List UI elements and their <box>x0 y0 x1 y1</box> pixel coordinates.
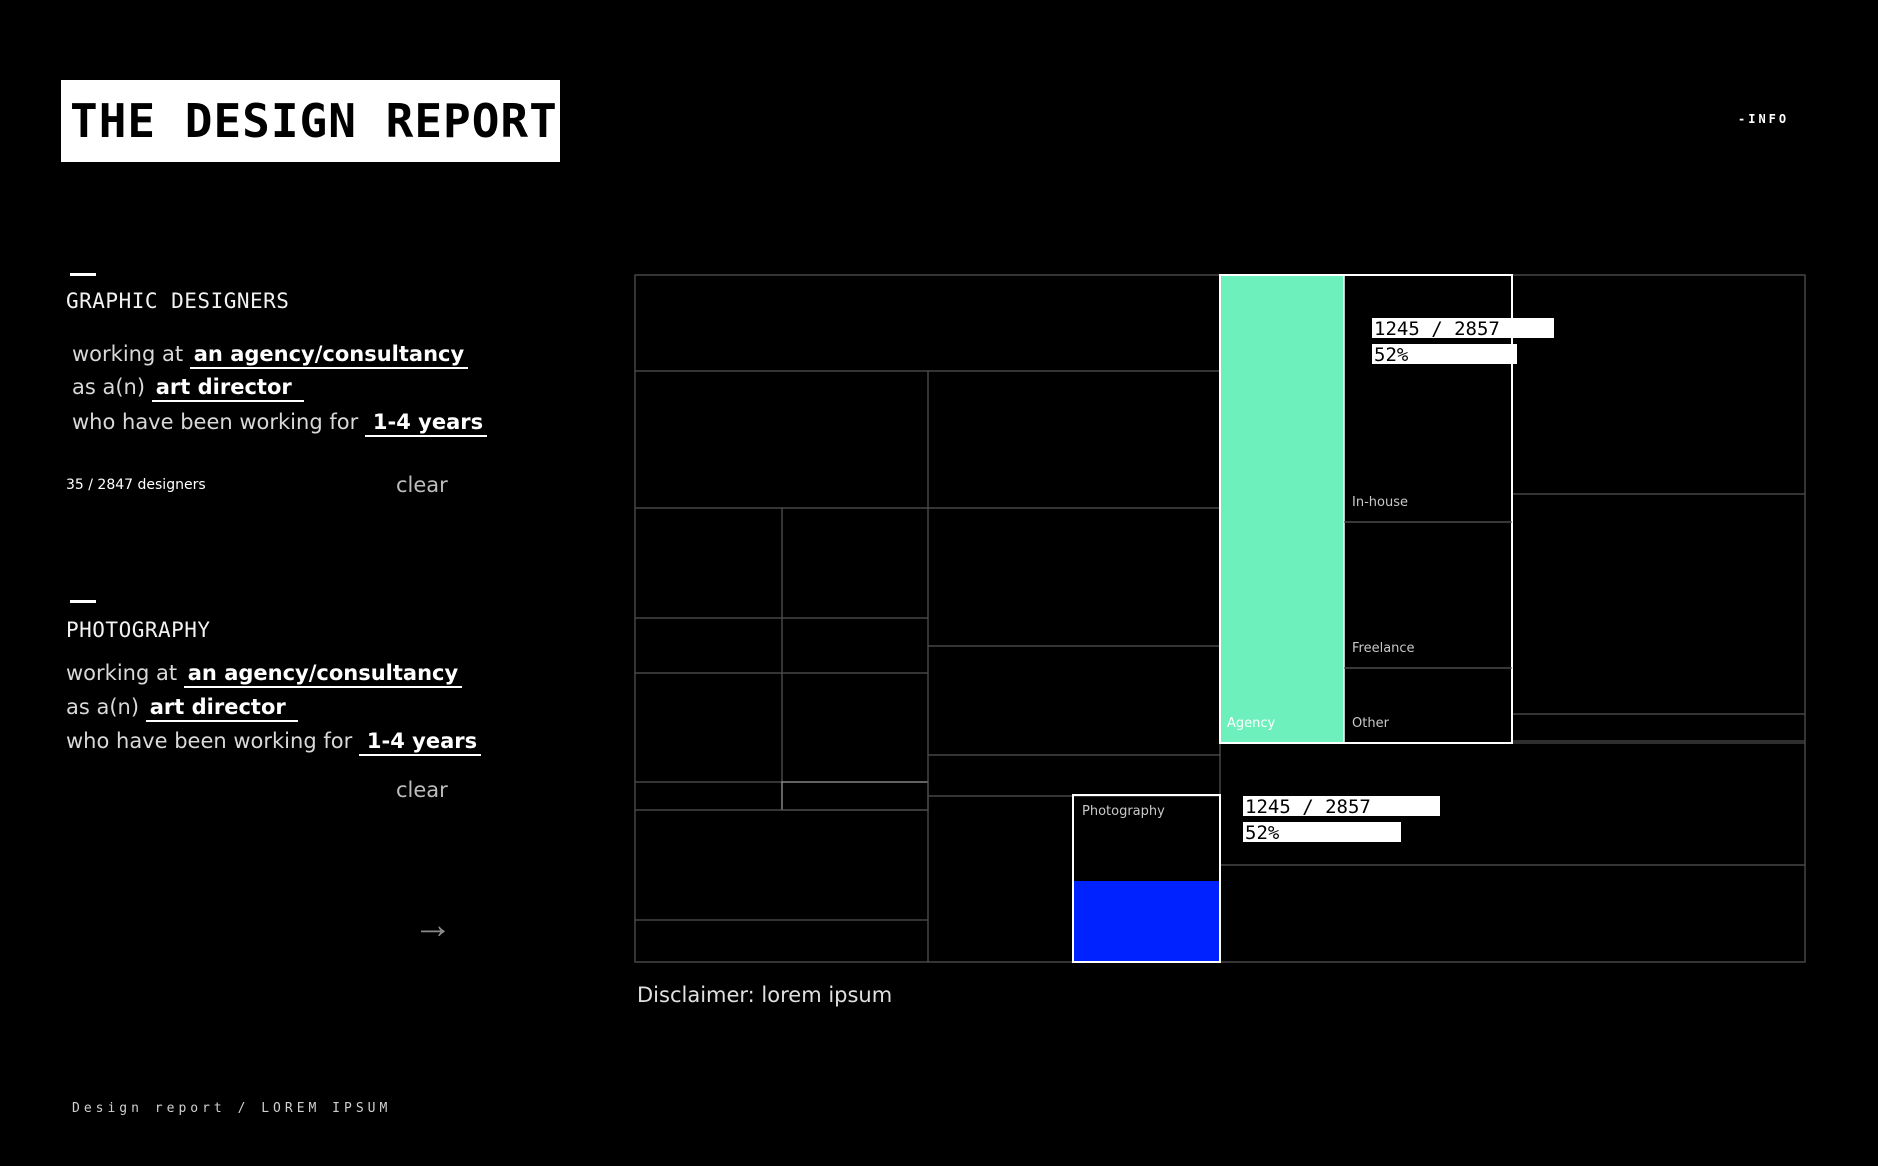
filter-workplace-value[interactable]: an agency/consultancy <box>189 342 469 369</box>
segment-label-photography: Photography <box>1082 804 1165 819</box>
filter-workplace-value[interactable]: an agency/consultancy <box>183 661 463 688</box>
stat-percent: 52% <box>1243 822 1401 842</box>
treemap-cell[interactable] <box>634 809 929 921</box>
treemap-cell[interactable] <box>634 274 1221 372</box>
treemap-cell[interactable] <box>634 507 783 619</box>
report-title-box: THE DESIGN REPORT <box>61 80 560 162</box>
treemap-cell-selected[interactable] <box>781 781 929 811</box>
treemap-cell[interactable] <box>634 672 783 783</box>
filter-role-value[interactable]: art director <box>145 695 298 722</box>
treemap-cell[interactable] <box>781 507 929 619</box>
filter-role: as a(n) art director <box>66 695 298 722</box>
stat-percent: 52% <box>1372 344 1517 364</box>
filter-experience-prefix: who have been working for <box>66 729 353 753</box>
filter-role-value[interactable]: art director <box>151 375 304 402</box>
treemap-cell[interactable] <box>927 507 1221 647</box>
segment-label-agency: Agency <box>1227 716 1276 731</box>
stat-count: 1245 / 2857 <box>1243 796 1440 816</box>
treemap-cell[interactable] <box>634 617 783 674</box>
segment-agency[interactable] <box>1220 275 1344 743</box>
section-dash <box>70 273 96 276</box>
segment-label-other: Other <box>1352 716 1390 731</box>
filter-experience-prefix: who have been working for <box>72 410 359 434</box>
treemap-cell[interactable] <box>781 617 929 674</box>
treemap-cell[interactable] <box>781 672 929 783</box>
treemap-cell[interactable] <box>1511 493 1806 715</box>
info-link[interactable]: -INFO <box>1738 112 1790 126</box>
filter-experience-value[interactable]: 1-4 years <box>364 410 488 437</box>
designer-count: 35 / 2847 designers <box>66 477 206 493</box>
next-arrow-icon[interactable]: → <box>413 903 453 947</box>
filter-workplace-prefix: working at <box>66 661 178 685</box>
segment-photography-outline[interactable] <box>1072 794 1221 963</box>
treemap-cell[interactable] <box>927 754 1221 797</box>
section-title-graphic-designers: GRAPHIC DESIGNERS <box>66 289 290 313</box>
filter-experience: who have been working for 1-4 years <box>66 729 482 756</box>
section-dash <box>70 600 96 603</box>
filter-workplace-prefix: working at <box>72 342 184 366</box>
filter-role: as a(n) art director <box>72 375 304 402</box>
footer-text: Design report / LOREM IPSUM <box>72 1101 392 1116</box>
section-title-photography: PHOTOGRAPHY <box>66 618 211 642</box>
treemap-cell[interactable] <box>927 645 1221 756</box>
segment-photography-fill[interactable] <box>1073 881 1220 962</box>
segment-label-inhouse: In-house <box>1352 495 1408 510</box>
treemap-cell[interactable] <box>634 919 929 963</box>
segment-group-outline <box>1219 274 1513 744</box>
treemap-cell[interactable] <box>927 795 1074 963</box>
stat-count: 1245 / 2857 <box>1372 318 1554 338</box>
treemap-cell[interactable] <box>634 781 783 811</box>
clear-button-photography[interactable]: clear <box>396 778 448 802</box>
treemap-chart: Agency In-house Freelance Other Photogra… <box>634 274 1806 963</box>
filter-workplace: working at an agency/consultancy <box>66 661 463 688</box>
disclaimer: Disclaimer: lorem ipsum <box>637 983 893 1007</box>
filter-workplace: working at an agency/consultancy <box>72 342 469 369</box>
treemap-cell[interactable] <box>927 370 1221 509</box>
segment-label-freelance: Freelance <box>1352 641 1415 656</box>
filter-experience: who have been working for 1-4 years <box>72 410 488 437</box>
filter-role-prefix: as a(n) <box>66 695 140 719</box>
treemap-cell[interactable] <box>1511 713 1806 742</box>
treemap-cell[interactable] <box>634 370 929 509</box>
filter-role-prefix: as a(n) <box>72 375 146 399</box>
clear-button-graphic[interactable]: clear <box>396 473 448 497</box>
filter-experience-value[interactable]: 1-4 years <box>358 729 482 756</box>
treemap-cell[interactable] <box>1219 864 1806 963</box>
report-title: THE DESIGN REPORT <box>70 94 558 148</box>
treemap-cell[interactable] <box>1511 274 1806 495</box>
